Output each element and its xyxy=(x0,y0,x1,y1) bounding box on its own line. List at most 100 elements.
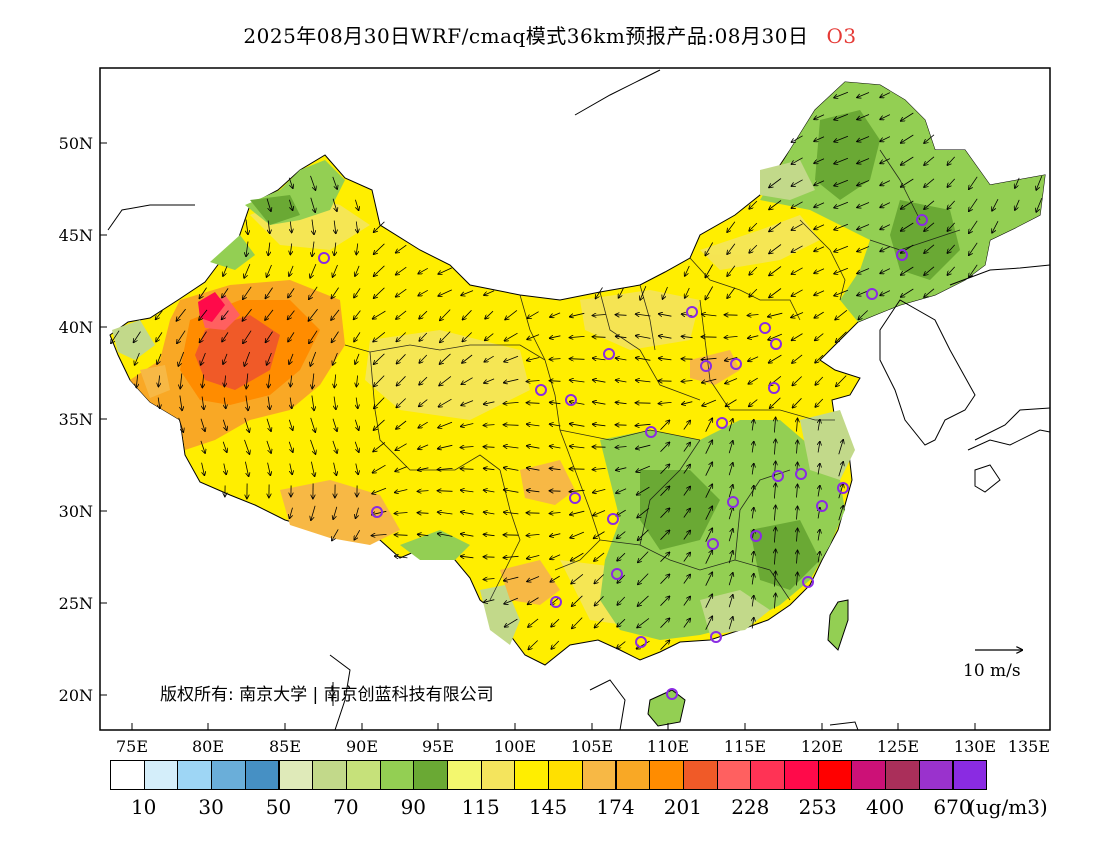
wind-arrow xyxy=(288,441,293,452)
wind-arrow xyxy=(616,315,627,316)
wind-arrow xyxy=(312,241,314,257)
wind-arrow xyxy=(791,267,803,274)
wind-arrow xyxy=(310,175,316,190)
wind-arrow xyxy=(969,220,978,233)
colorbar-swatch xyxy=(110,760,145,790)
wind-arrow xyxy=(752,464,754,475)
wind-arrow xyxy=(924,222,935,231)
wind-arrow xyxy=(705,418,713,432)
map-frame xyxy=(99,67,1051,731)
wind-arrow xyxy=(223,353,228,364)
lat-label: 50N xyxy=(59,134,93,153)
wind-arrow xyxy=(374,243,385,254)
wind-arrow xyxy=(504,446,519,448)
wind-arrow xyxy=(356,397,358,409)
wind-arrow xyxy=(158,375,159,387)
wind-arrow xyxy=(593,402,606,404)
station-marker xyxy=(700,360,712,372)
wind-arrow xyxy=(814,180,825,186)
wind-arrow xyxy=(333,506,338,519)
wind-arrow xyxy=(683,487,690,496)
wind-arrow xyxy=(834,201,849,208)
wind-arrow xyxy=(373,331,386,341)
colorbar-swatch xyxy=(750,760,785,790)
wind-arrow xyxy=(201,352,206,365)
wind-arrow xyxy=(834,267,849,274)
wind-arrow xyxy=(202,374,203,388)
wind-arrow xyxy=(374,221,385,232)
wind-arrow xyxy=(814,246,825,252)
wind-arrow xyxy=(752,508,754,519)
wind-arrow xyxy=(418,468,429,470)
station-marker xyxy=(816,500,828,512)
wind-arrow xyxy=(857,246,870,252)
wind-arrow xyxy=(663,286,668,299)
wind-arrow xyxy=(484,490,495,492)
wind-arrow xyxy=(705,242,714,256)
colorbar-swatch xyxy=(244,760,280,790)
wind-arrow xyxy=(570,446,585,448)
lat-label: 45N xyxy=(59,226,93,245)
wind-arrow xyxy=(418,534,429,535)
wind-arrow xyxy=(791,312,804,318)
wind-arrow xyxy=(1015,199,1020,210)
wind-arrow xyxy=(158,397,160,409)
wind-arrow xyxy=(901,200,914,209)
wind-arrow xyxy=(774,528,775,543)
wind-arrow xyxy=(289,353,294,364)
wind-arrow xyxy=(660,508,670,518)
wind-arrow xyxy=(461,512,474,514)
wind-arrow xyxy=(818,420,820,431)
wind-arrow xyxy=(752,596,754,607)
wind-arrow xyxy=(619,287,624,298)
wind-arrow xyxy=(290,221,291,233)
wind-arrow xyxy=(550,446,561,448)
wind-arrow xyxy=(728,441,733,454)
wind-arrow xyxy=(395,466,408,472)
lon-label: 120E xyxy=(801,737,843,756)
wind-arrow xyxy=(728,463,733,476)
wind-arrow xyxy=(374,353,385,364)
wind-arrow xyxy=(374,287,385,298)
wind-arrow xyxy=(355,353,360,364)
wind-arrow xyxy=(636,314,651,316)
wind-arrow xyxy=(484,447,495,448)
wind-arrow xyxy=(136,374,137,388)
wind-arrow xyxy=(901,244,914,253)
colorbar-swatch xyxy=(447,760,482,790)
wind-arrow xyxy=(438,421,453,428)
wind-arrow xyxy=(310,197,315,212)
wind-arrow xyxy=(484,468,495,469)
lon-label: 135E xyxy=(1008,737,1050,756)
wind-arrow xyxy=(356,507,359,519)
wind-arrow xyxy=(792,354,803,363)
wind-arrow xyxy=(374,419,385,430)
wind-arrow xyxy=(484,425,495,426)
wind-arrow xyxy=(770,397,781,408)
wind-arrow xyxy=(396,332,406,342)
wind-arrow xyxy=(838,462,843,477)
wind-arrow xyxy=(504,576,519,581)
station-marker xyxy=(896,249,908,261)
wind-arrow xyxy=(310,263,317,278)
latitude-axis: 50N 45N 40N 35N 30N 25N 20N xyxy=(59,134,107,705)
colorbar-swatch xyxy=(615,760,651,790)
wind-arrow xyxy=(310,351,317,366)
wind-arrow xyxy=(265,287,273,299)
wind-arrow xyxy=(224,375,225,387)
station-marker xyxy=(565,394,577,406)
wind-arrow xyxy=(728,529,733,542)
station-marker xyxy=(716,417,728,429)
station-marker xyxy=(666,688,678,700)
wind-arrow xyxy=(528,618,539,627)
colorbar-swatch xyxy=(548,760,583,790)
wind-arrow xyxy=(814,202,825,208)
wind-arrow xyxy=(504,490,519,493)
colorbar-label: 253 xyxy=(798,795,837,819)
wind-arrow xyxy=(901,222,914,231)
wind-arrow xyxy=(637,618,650,627)
wind-arrow xyxy=(728,573,733,586)
wind-arrow xyxy=(901,156,914,165)
lat-label: 25N xyxy=(59,594,93,613)
wind-arrow xyxy=(818,442,820,453)
